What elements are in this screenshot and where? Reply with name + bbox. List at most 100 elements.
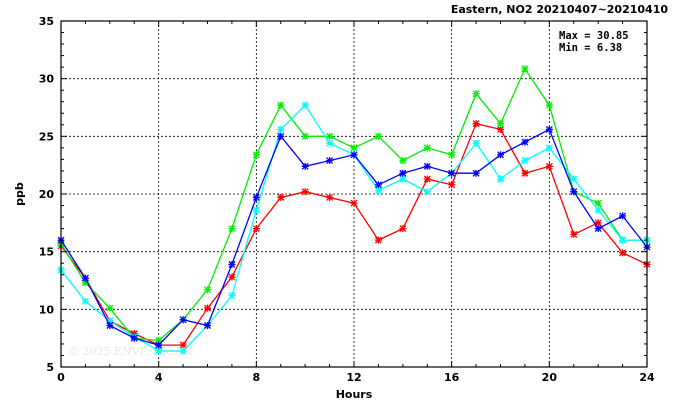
data-point-marker bbox=[179, 341, 187, 349]
data-point-marker bbox=[619, 212, 627, 220]
x-axis-title: Hours bbox=[336, 388, 373, 401]
data-point-marker bbox=[228, 291, 236, 299]
data-point-marker bbox=[448, 151, 456, 159]
chart-title: Eastern, NO2 20210407~20210410 bbox=[451, 3, 669, 16]
data-point-marker bbox=[521, 65, 529, 73]
data-point-marker bbox=[252, 225, 260, 233]
data-point-marker bbox=[81, 297, 89, 305]
data-point-marker bbox=[472, 169, 480, 177]
data-point-marker bbox=[301, 188, 309, 196]
data-point-marker bbox=[326, 193, 334, 201]
data-point-marker bbox=[277, 132, 285, 140]
y-tick-label: 25 bbox=[39, 130, 54, 143]
data-point-marker bbox=[277, 125, 285, 133]
data-point-marker bbox=[374, 187, 382, 195]
axis-ticks: 0 4 8 12 16 20 24 5 10 15 20 25 30 35 bbox=[39, 15, 655, 384]
data-point-marker bbox=[545, 162, 553, 170]
watermark: © 2025 ENVF, HKUST bbox=[68, 345, 195, 358]
data-point-marker bbox=[472, 139, 480, 147]
data-point-marker bbox=[570, 175, 578, 183]
x-tick-label: 4 bbox=[155, 371, 163, 384]
data-point-marker bbox=[374, 181, 382, 189]
data-point-marker bbox=[81, 274, 89, 282]
data-point-marker bbox=[619, 236, 627, 244]
data-point-marker bbox=[399, 175, 407, 183]
x-tick-label: 8 bbox=[253, 371, 261, 384]
y-tick-label: 30 bbox=[39, 73, 55, 86]
y-tick-label: 10 bbox=[39, 303, 55, 316]
data-point-marker bbox=[252, 151, 260, 159]
data-point-marker bbox=[570, 188, 578, 196]
data-point-marker bbox=[155, 336, 163, 344]
data-point-marker bbox=[326, 132, 334, 140]
data-point-marker bbox=[277, 193, 285, 201]
data-point-marker bbox=[301, 132, 309, 140]
y-tick-label: 35 bbox=[39, 15, 54, 28]
data-point-marker bbox=[350, 144, 358, 152]
data-point-marker bbox=[228, 225, 236, 233]
data-point-marker bbox=[619, 249, 627, 257]
data-point-marker bbox=[374, 236, 382, 244]
data-point-marker bbox=[521, 157, 529, 165]
data-point-marker bbox=[497, 151, 504, 159]
data-point-marker bbox=[448, 169, 456, 177]
y-tick-label: 20 bbox=[39, 188, 55, 201]
data-point-marker bbox=[204, 286, 211, 294]
x-tick-label: 20 bbox=[542, 371, 558, 384]
data-point-marker bbox=[594, 219, 602, 227]
data-point-marker bbox=[301, 101, 309, 109]
data-point-marker bbox=[545, 144, 553, 152]
data-point-marker bbox=[204, 304, 211, 312]
series-layer bbox=[57, 65, 651, 355]
data-point-marker bbox=[228, 273, 236, 281]
data-point-marker bbox=[350, 199, 358, 207]
data-point-marker bbox=[179, 316, 187, 324]
max-label: Max = 30.85 bbox=[559, 30, 629, 42]
data-point-marker bbox=[155, 347, 163, 355]
data-point-marker bbox=[81, 279, 89, 287]
data-point-marker bbox=[106, 304, 114, 312]
data-point-marker bbox=[326, 139, 334, 147]
data-point-marker bbox=[594, 206, 602, 214]
data-point-marker bbox=[179, 347, 187, 355]
data-point-marker bbox=[521, 138, 529, 146]
min-label: Min = 6.38 bbox=[559, 42, 622, 54]
data-point-marker bbox=[277, 101, 285, 109]
data-point-marker bbox=[472, 90, 480, 98]
data-point-marker bbox=[228, 260, 236, 268]
y-axis-title: ppb bbox=[13, 182, 26, 206]
data-point-marker bbox=[130, 334, 138, 342]
data-point-marker bbox=[423, 144, 431, 152]
data-point-marker bbox=[472, 120, 480, 128]
data-point-marker bbox=[448, 181, 456, 189]
data-point-marker bbox=[399, 157, 407, 165]
data-point-marker bbox=[594, 225, 602, 233]
data-point-marker bbox=[497, 125, 504, 133]
x-tick-label: 24 bbox=[639, 371, 655, 384]
data-point-marker bbox=[204, 321, 211, 329]
data-point-marker bbox=[399, 225, 407, 233]
x-tick-label: 16 bbox=[444, 371, 460, 384]
data-point-marker bbox=[423, 175, 431, 183]
data-point-marker bbox=[497, 120, 504, 128]
data-point-marker bbox=[252, 193, 260, 201]
data-point-marker bbox=[106, 321, 114, 329]
x-tick-label: 12 bbox=[346, 371, 361, 384]
data-point-marker bbox=[350, 151, 358, 159]
data-point-marker bbox=[252, 206, 260, 214]
data-point-marker bbox=[423, 188, 431, 196]
data-point-marker bbox=[497, 175, 504, 183]
data-point-marker bbox=[545, 125, 553, 133]
data-point-marker bbox=[545, 101, 553, 109]
data-point-marker bbox=[374, 132, 382, 140]
data-point-marker bbox=[301, 162, 309, 170]
data-point-marker bbox=[399, 169, 407, 177]
y-tick-label: 5 bbox=[46, 361, 54, 374]
data-point-marker bbox=[106, 317, 114, 325]
data-point-marker bbox=[594, 199, 602, 207]
data-point-marker bbox=[570, 230, 578, 238]
data-point-marker bbox=[423, 162, 431, 170]
